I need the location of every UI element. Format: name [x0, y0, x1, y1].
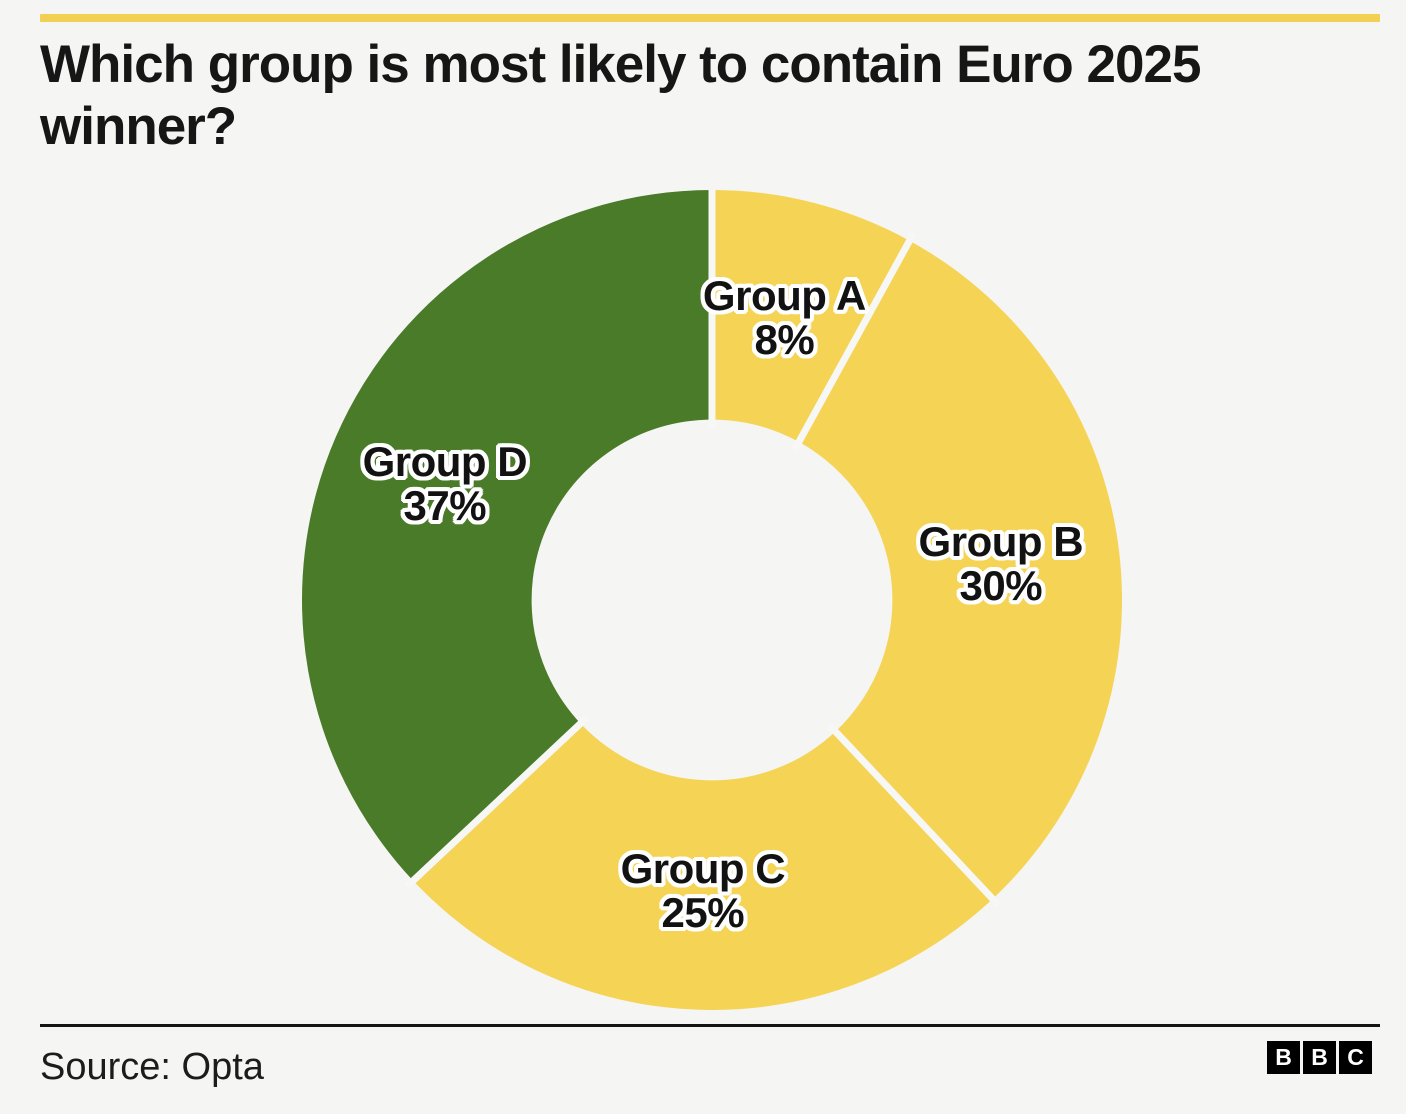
chart-title: Which group is most likely to contain Eu… — [40, 35, 1201, 156]
segment-value: 30% — [959, 561, 1043, 609]
donut-chart: Group A 8% Group B 30% Group C 25% Group… — [302, 190, 1122, 1010]
donut-segment-group-a — [712, 190, 910, 442]
segment-name: Group D — [362, 438, 528, 486]
source-label: Source: Opta — [40, 1046, 264, 1088]
bbc-logo-letter-2: B — [1303, 1041, 1336, 1074]
segment-value: 25% — [661, 888, 745, 936]
segment-name: Group A — [702, 272, 866, 320]
bbc-logo-letter-3: C — [1339, 1041, 1372, 1074]
donut-segment-group-b — [798, 240, 1122, 899]
segment-separator — [404, 714, 591, 889]
segment-label-group-a: Group A 8% — [703, 274, 866, 362]
donut-chart-svg — [302, 190, 1122, 1010]
footer-divider — [40, 1024, 1380, 1027]
donut-segment-group-c — [413, 723, 993, 1010]
segment-name: Group B — [918, 517, 1084, 565]
segment-separator — [826, 721, 1001, 908]
segment-value: 8% — [754, 316, 815, 364]
segment-label-group-b: Group B 30% — [918, 517, 1084, 609]
bbc-logo: B B C — [1267, 1041, 1372, 1074]
segment-name: Group C — [620, 844, 786, 892]
segment-separator — [791, 232, 917, 453]
bbc-logo-letter-1: B — [1267, 1041, 1300, 1074]
segment-label-group-d: Group D 37% — [362, 438, 528, 530]
segment-label-group-c: Group C 25% — [620, 844, 786, 936]
segment-value: 37% — [403, 482, 487, 530]
donut-segment-group-d — [302, 190, 712, 881]
accent-bar — [40, 14, 1380, 22]
